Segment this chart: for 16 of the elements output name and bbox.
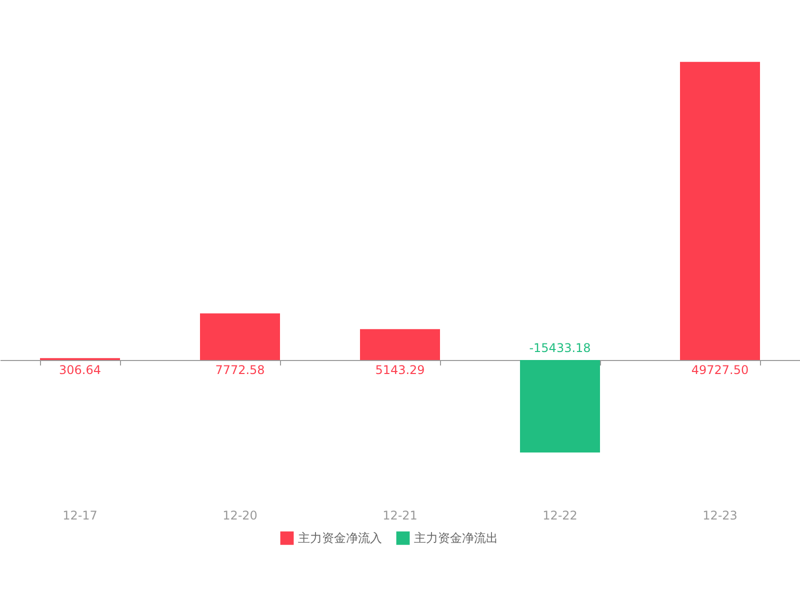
bar <box>520 360 600 453</box>
bar <box>360 329 440 360</box>
x-tick-label: 12-22 <box>542 508 578 522</box>
data-label: 49727.50 <box>691 363 749 377</box>
legend-label: 主力资金净流入 <box>298 531 382 546</box>
bar <box>680 62 760 360</box>
data-label: 306.64 <box>59 363 101 377</box>
x-tick-label: 12-17 <box>62 508 98 522</box>
x-tick-label: 12-20 <box>222 508 258 522</box>
data-label: 7772.58 <box>215 363 265 377</box>
x-tick-label: 12-23 <box>702 508 738 522</box>
x-tick-label: 12-21 <box>382 508 418 522</box>
legend-label: 主力资金净流出 <box>414 531 498 546</box>
data-label: 5143.29 <box>375 363 425 377</box>
data-label: -15433.18 <box>529 341 591 355</box>
bar <box>200 313 280 360</box>
